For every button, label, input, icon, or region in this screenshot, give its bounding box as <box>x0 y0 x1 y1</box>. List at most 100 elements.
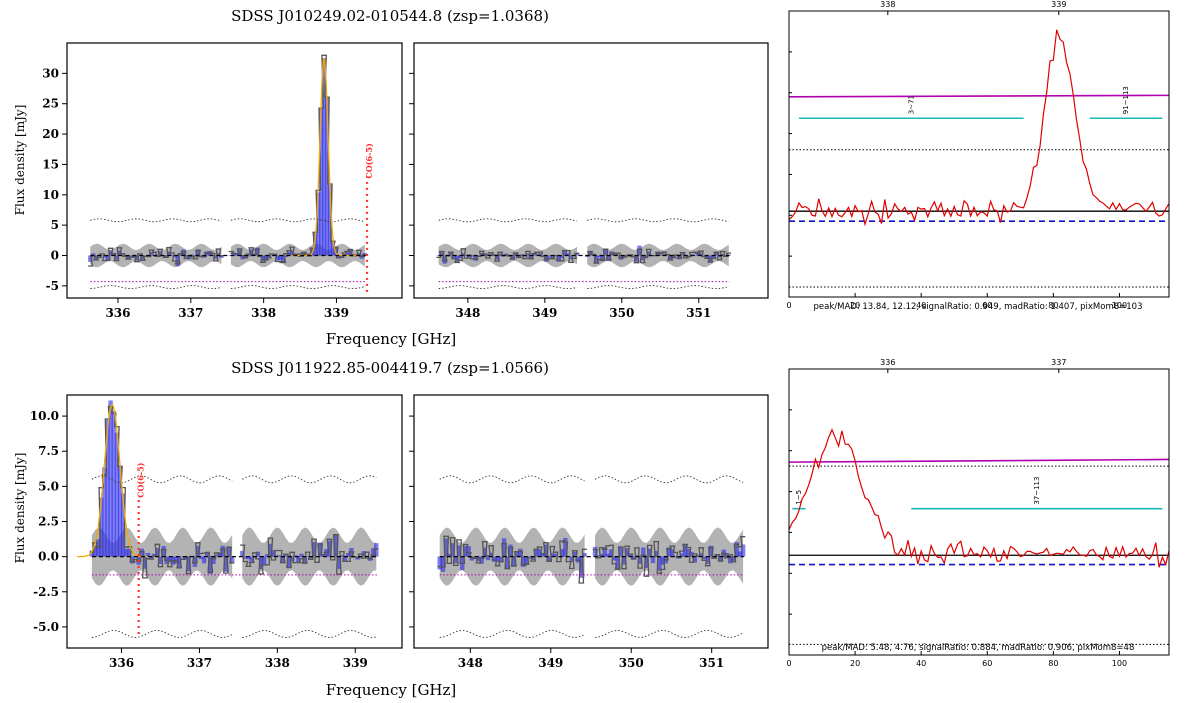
flux-bar <box>464 255 469 257</box>
flux-bar <box>494 255 500 260</box>
segment-label: 37~113 <box>1033 477 1041 505</box>
flux-bar <box>654 550 659 557</box>
lower-envelope <box>439 629 585 638</box>
stats-text-2: peak/MAD: 5.48, 4.76, signalRatio: 0.884… <box>822 643 1135 653</box>
flux-bar <box>342 254 347 256</box>
y-axis-label-1: Flux density [mJy] <box>13 105 27 216</box>
flux-bar <box>631 255 636 256</box>
flux-bar <box>166 251 172 256</box>
flux-bar <box>348 249 353 256</box>
flux-bar <box>89 550 95 557</box>
top-tick-label: 338 <box>880 0 895 9</box>
flux-bar <box>371 548 376 557</box>
flux-bar <box>234 253 239 256</box>
flux-bar <box>615 556 620 570</box>
lower-envelope <box>230 285 365 290</box>
x-tick-label: 80 <box>1048 659 1058 668</box>
flux-bar <box>275 255 280 261</box>
flux-bar <box>489 552 494 557</box>
x-tick-label: 0 <box>786 301 791 310</box>
flux-bar <box>467 255 472 258</box>
x-tick-label: 350 <box>609 306 634 320</box>
line-marker-label: CO(6-5) <box>364 143 374 179</box>
flux-bar <box>130 556 135 564</box>
flux-bar <box>274 555 279 557</box>
panel-frame <box>788 368 1170 656</box>
flux-bar <box>540 552 545 557</box>
x-tick-label: 20 <box>850 301 860 310</box>
flux-bar <box>184 255 189 258</box>
flux-bar <box>278 255 283 261</box>
flux-bar <box>724 553 730 557</box>
flux-bar <box>569 556 574 562</box>
spectrum-panel-1-left: CO(6-5) 336 337 338 339 -5 0 5 10 15 20 25 30 <box>42 42 403 320</box>
flux-bar <box>692 556 697 563</box>
stats-text-1: peak/MAD: 13.84, 12.12, signalRatio: 0.9… <box>814 302 1143 312</box>
flux-bar <box>538 253 543 256</box>
flux-bar <box>246 556 251 560</box>
flux-bar <box>582 553 587 557</box>
flux-bar <box>158 556 163 564</box>
upper-envelope <box>587 218 729 223</box>
flux-bar <box>96 539 101 557</box>
flux-bar <box>361 551 366 557</box>
flux-bar <box>181 249 186 256</box>
flux-bar <box>527 556 533 557</box>
flux-bar <box>592 546 598 557</box>
flux-bar <box>679 553 685 557</box>
flux-bar <box>356 253 362 256</box>
flux-bar <box>740 544 746 557</box>
flux-bar <box>510 255 515 260</box>
y-tick-label: -5.0 <box>33 620 59 634</box>
flux-bar <box>717 255 722 258</box>
flux-bar <box>249 556 254 563</box>
flux-bar <box>680 253 685 256</box>
flux-bar <box>531 254 537 256</box>
flux-bar <box>117 250 122 256</box>
flux-bar <box>93 255 99 260</box>
flux-bar <box>333 534 338 557</box>
flux-bar <box>255 551 261 557</box>
flux-bar <box>240 550 245 557</box>
x-tick-label: 336 <box>109 656 134 670</box>
segment-label: 1~5 <box>795 490 803 505</box>
flux-bar <box>183 556 188 560</box>
flux-bar <box>543 544 549 557</box>
flux-bar <box>319 108 324 256</box>
flux-bar <box>92 546 98 557</box>
flux-bar <box>559 255 564 259</box>
flux-bar <box>161 546 166 557</box>
upper-envelope <box>439 475 585 484</box>
flux-bar <box>198 556 204 560</box>
flux-bar <box>114 432 120 557</box>
flux-bar <box>575 556 581 563</box>
flux-bar <box>634 255 639 262</box>
flux-bar <box>562 250 567 256</box>
flux-bar <box>734 542 739 557</box>
flux-bar <box>588 250 593 256</box>
flux-bar <box>628 553 633 557</box>
flux-bar <box>682 544 688 557</box>
x-tick-label: 0 <box>786 659 791 668</box>
flux-bar <box>708 545 714 557</box>
flux-bar <box>541 255 546 256</box>
flux-bar <box>686 548 691 557</box>
flux-bar <box>374 543 379 557</box>
top-tick-label: 336 <box>880 358 895 367</box>
flux-bar <box>501 538 507 557</box>
flux-bar <box>336 556 342 569</box>
x-tick-label: 337 <box>187 656 212 670</box>
upper-envelope <box>438 218 578 223</box>
flux-bar <box>324 98 330 256</box>
line-marker-label: CO(6-5) <box>136 462 146 498</box>
flux-bar <box>243 556 248 559</box>
flux-bar <box>114 255 119 260</box>
y-tick-label: 5.0 <box>38 479 59 493</box>
flux-bar <box>482 547 487 557</box>
flux-bar <box>498 253 503 256</box>
flux-bar <box>603 249 608 256</box>
flux-bar <box>559 549 565 557</box>
flux-bar <box>646 251 651 256</box>
flux-bar <box>299 553 304 557</box>
flux-bar <box>444 538 449 557</box>
